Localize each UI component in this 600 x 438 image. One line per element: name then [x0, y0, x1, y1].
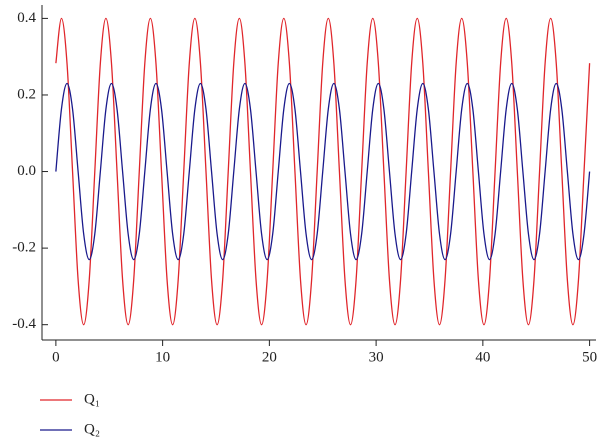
x-tick-label: 50	[582, 349, 597, 365]
series-line	[55, 17, 591, 326]
legend-label: Q₁	[84, 391, 100, 407]
x-tick-label: 20	[262, 349, 277, 365]
x-tick-label: 40	[475, 349, 490, 365]
series-line	[55, 82, 591, 261]
x-tick-label: 30	[369, 349, 384, 365]
y-tick-label: 0.2	[17, 86, 36, 102]
y-tick-label: 0.0	[17, 163, 36, 179]
x-tick-label: 10	[155, 349, 170, 365]
legend-label: Q₂	[84, 421, 100, 437]
y-tick-label: -0.2	[12, 240, 36, 256]
x-tick-label: 0	[52, 349, 60, 365]
y-tick-label: 0.4	[17, 10, 36, 26]
y-tick-label: -0.4	[12, 316, 36, 332]
